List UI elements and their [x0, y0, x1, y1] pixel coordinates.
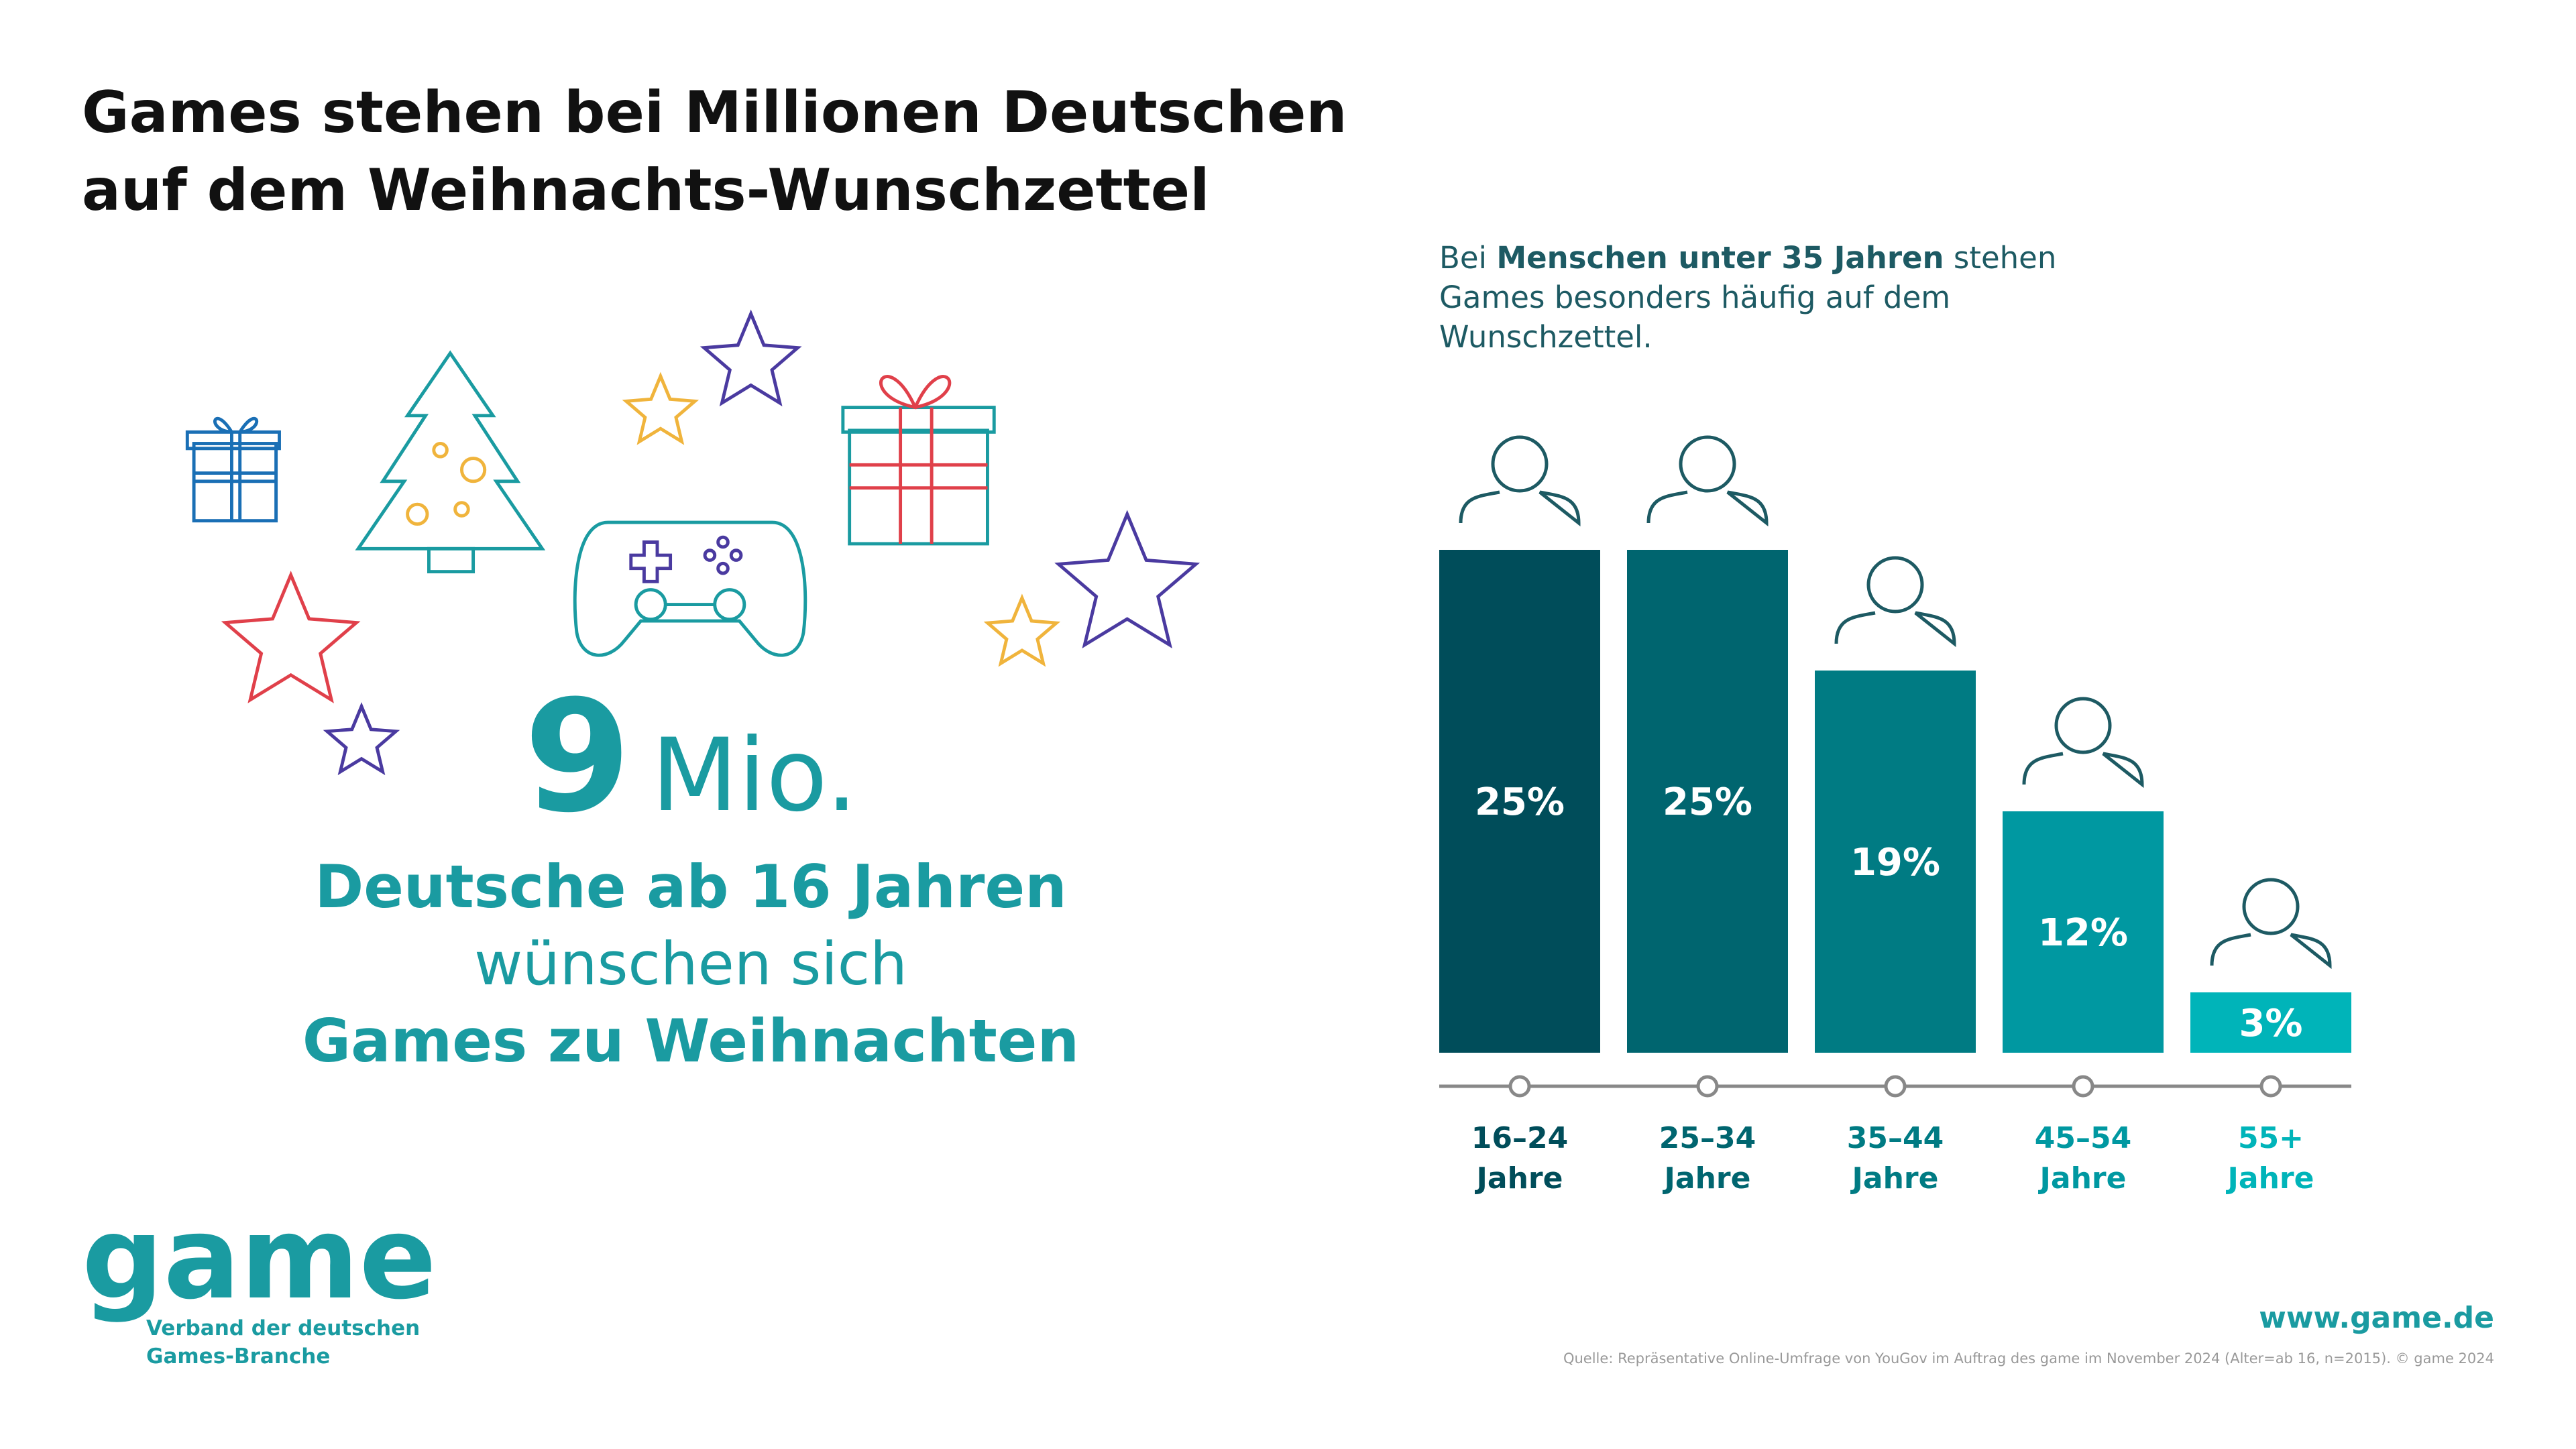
decoration	[185, 309, 1200, 776]
stat-line: Deutsche ab 16 Jahren	[315, 852, 1067, 921]
gift-small	[185, 416, 281, 523]
title: Games stehen bei Millionen Deutschen auf…	[82, 74, 1347, 229]
shoulders	[1646, 490, 1769, 527]
x-tick-label: 16–24 Jahre	[1471, 1121, 1569, 1196]
star	[699, 309, 802, 407]
logo-subtitle: Verband der deutschen Games-Branche	[146, 1314, 420, 1371]
stat-text: Deutsche ab 16 Jahren wünschen sich Game…	[288, 848, 1093, 1080]
value-label: 25%	[1475, 780, 1565, 824]
title-line: Games stehen bei Millionen Deutschen	[82, 79, 1347, 146]
axis-dot	[1884, 1075, 1907, 1098]
logo: game	[82, 1192, 437, 1325]
shoulders	[1459, 490, 1581, 527]
subtitle-part: Bei	[1439, 240, 1488, 276]
controller	[573, 520, 807, 657]
person-icon	[1646, 435, 1769, 527]
stat-number: 9	[524, 668, 631, 847]
star	[1054, 510, 1200, 649]
tree	[355, 350, 546, 574]
person-icon	[2210, 878, 2332, 970]
x-tick-label: 55+ Jahre	[2227, 1121, 2314, 1196]
value-label: 19%	[1850, 841, 1940, 884]
x-tick-label: 45–54 Jahre	[2034, 1121, 2132, 1196]
x-tick-label: 25–34 Jahre	[1659, 1121, 1756, 1196]
value-label: 12%	[2038, 911, 2128, 955]
head	[2054, 697, 2112, 754]
head	[1679, 435, 1736, 493]
person-icon	[1834, 556, 1956, 648]
chart-subtitle: Bei Menschen unter 35 Jahren stehen Game…	[1439, 238, 2083, 357]
logo-line: Games-Branche	[146, 1344, 331, 1369]
axis-dot	[2259, 1075, 2282, 1098]
shoulders	[2210, 933, 2332, 970]
star	[622, 371, 699, 445]
person-icon	[1459, 435, 1581, 527]
bar	[1439, 550, 1600, 1053]
stat-unit: Mio.	[651, 717, 858, 834]
axis-dot	[1696, 1075, 1719, 1098]
value-label: 3%	[2239, 1002, 2302, 1045]
url: www.game.de	[2259, 1301, 2494, 1335]
bar	[2190, 992, 2351, 1053]
person-icon	[2022, 697, 2144, 789]
star	[983, 593, 1061, 667]
gift-big	[841, 375, 996, 546]
subtitle-part: stehen Games besonders häufig auf dem Wu…	[1439, 240, 2057, 355]
stat-line: wünschen sich	[474, 929, 907, 998]
star	[221, 571, 361, 703]
head	[1866, 556, 1924, 614]
x-tick-label: 35–44 Jahre	[1846, 1121, 1944, 1196]
stat-line: Games zu Weihnachten	[302, 1006, 1080, 1076]
shoulders	[2022, 752, 2144, 789]
head	[2242, 878, 2300, 935]
source: Quelle: Repräsentative Online-Umfrage vo…	[1563, 1350, 2494, 1367]
logo-line: Verband der deutschen	[146, 1316, 421, 1340]
subtitle-part: Menschen unter 35 Jahren	[1496, 240, 1944, 276]
star	[323, 702, 400, 776]
head	[1491, 435, 1549, 493]
bar	[1627, 550, 1788, 1053]
axis-dot	[1508, 1075, 1531, 1098]
bar	[1815, 671, 1976, 1053]
value-label: 25%	[1663, 780, 1752, 824]
axis-dot	[2072, 1075, 2094, 1098]
bar	[2003, 811, 2164, 1053]
title-line: auf dem Weihnachts-Wunschzettel	[82, 157, 1210, 224]
shoulders	[1834, 611, 1956, 648]
